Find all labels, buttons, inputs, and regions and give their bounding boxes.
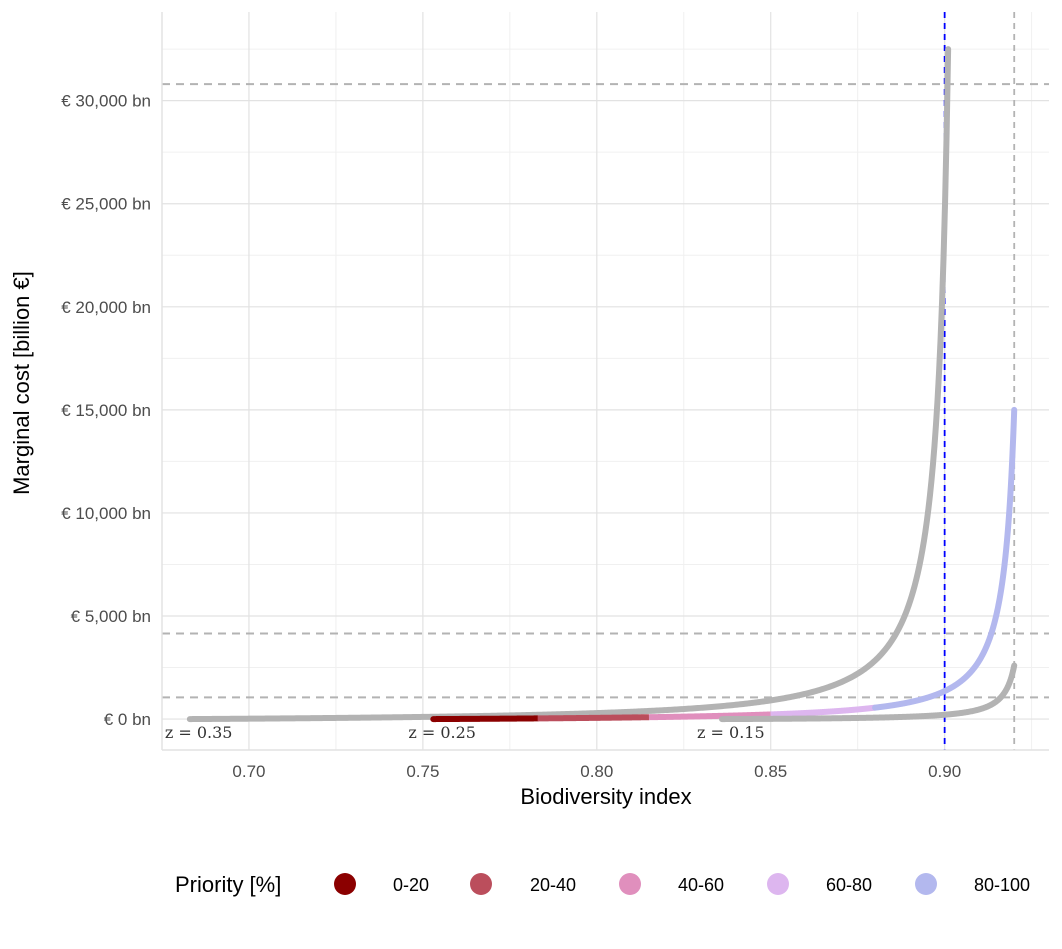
legend-swatch [334, 873, 356, 895]
legend-label: 80-100 [974, 875, 1030, 895]
legend-label: 60-80 [826, 875, 872, 895]
legend-swatch [767, 873, 789, 895]
y-axis-title: Marginal cost [billion €] [9, 271, 34, 495]
priority-segment-line [430, 715, 541, 723]
legend-entries: 0-20 20-40 40-60 60-80 80-100 [334, 873, 1030, 895]
legend-label: 40-60 [678, 875, 724, 895]
series-line [719, 662, 1018, 723]
y-tick-label: € 20,000 bn [61, 298, 151, 317]
priority-segment-line [767, 704, 878, 718]
y-tick-label: € 25,000 bn [61, 195, 151, 214]
x-tick-label: 0.90 [928, 762, 961, 781]
curve-label: z = 0.25 [408, 723, 476, 742]
axis-layer: 0.70 0.75 0.80 0.85 0.90 € 0 bn € 5,000 bn € 10… [61, 12, 1049, 781]
series-line [186, 46, 952, 723]
legend: Priority [%] 0-20 20-40 40-60 60-80 80-100 [175, 872, 1030, 897]
y-tick-label: € 5,000 bn [71, 607, 151, 626]
curve-label: z = 0.35 [165, 723, 233, 742]
y-tick-label: € 10,000 bn [61, 504, 151, 523]
grid-layer [162, 12, 1049, 750]
legend-swatch [619, 873, 641, 895]
x-tick-label: 0.75 [406, 762, 439, 781]
priority-segment-line [534, 714, 652, 722]
x-tick-label: 0.70 [232, 762, 265, 781]
priority-segment-line [646, 711, 774, 721]
legend-swatch [915, 873, 937, 895]
legend-label: 20-40 [530, 875, 576, 895]
x-tick-label: 0.85 [754, 762, 787, 781]
y-tick-label: € 0 bn [104, 710, 151, 729]
y-tick-label: € 15,000 bn [61, 401, 151, 420]
reference-lines-layer [162, 12, 1049, 750]
curve-label: z = 0.15 [697, 723, 765, 742]
x-axis-title: Biodiversity index [520, 784, 691, 809]
y-tick-label: € 30,000 bn [61, 92, 151, 111]
x-tick-label: 0.80 [580, 762, 613, 781]
series-layer: z = 0.35 z = 0.25 z = 0.15 [165, 46, 1018, 742]
legend-title: Priority [%] [175, 872, 281, 897]
legend-label: 0-20 [393, 875, 429, 895]
legend-swatch [470, 873, 492, 895]
priority-segment-line [872, 406, 1018, 711]
